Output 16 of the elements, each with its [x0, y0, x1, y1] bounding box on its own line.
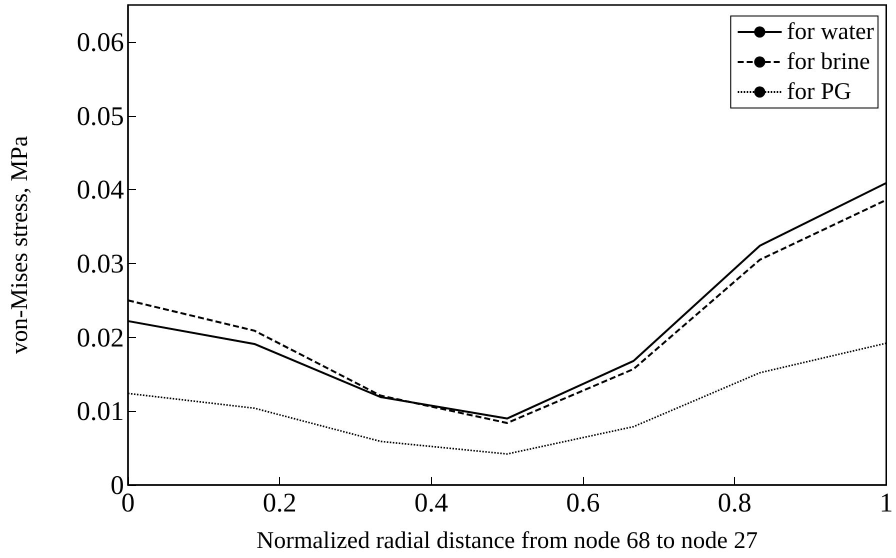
- x-tick-label: 0.2: [262, 488, 297, 518]
- y-tick-label: 0.01: [76, 396, 124, 426]
- y-tick-label: 0.03: [76, 248, 124, 278]
- y-axis-title: von-Mises stress, MPa: [7, 136, 33, 354]
- x-tick-label: 0.8: [718, 488, 752, 518]
- y-tick-label: 0.02: [76, 322, 124, 352]
- x-axis-title: Normalized radial distance from node 68 to node 27: [256, 528, 758, 554]
- legend-label: for brine: [786, 49, 870, 75]
- x-tick-label: 0.4: [414, 488, 449, 518]
- y-tick-label: 0.04: [76, 174, 124, 205]
- y-tick-label: 0.05: [76, 100, 124, 131]
- y-tick-label: 0.06: [76, 26, 124, 57]
- legend-label: for water: [786, 19, 874, 45]
- x-tick-label: 1: [880, 488, 893, 518]
- legend-label: for PG: [786, 79, 852, 105]
- x-tick-label: 0.6: [566, 488, 600, 518]
